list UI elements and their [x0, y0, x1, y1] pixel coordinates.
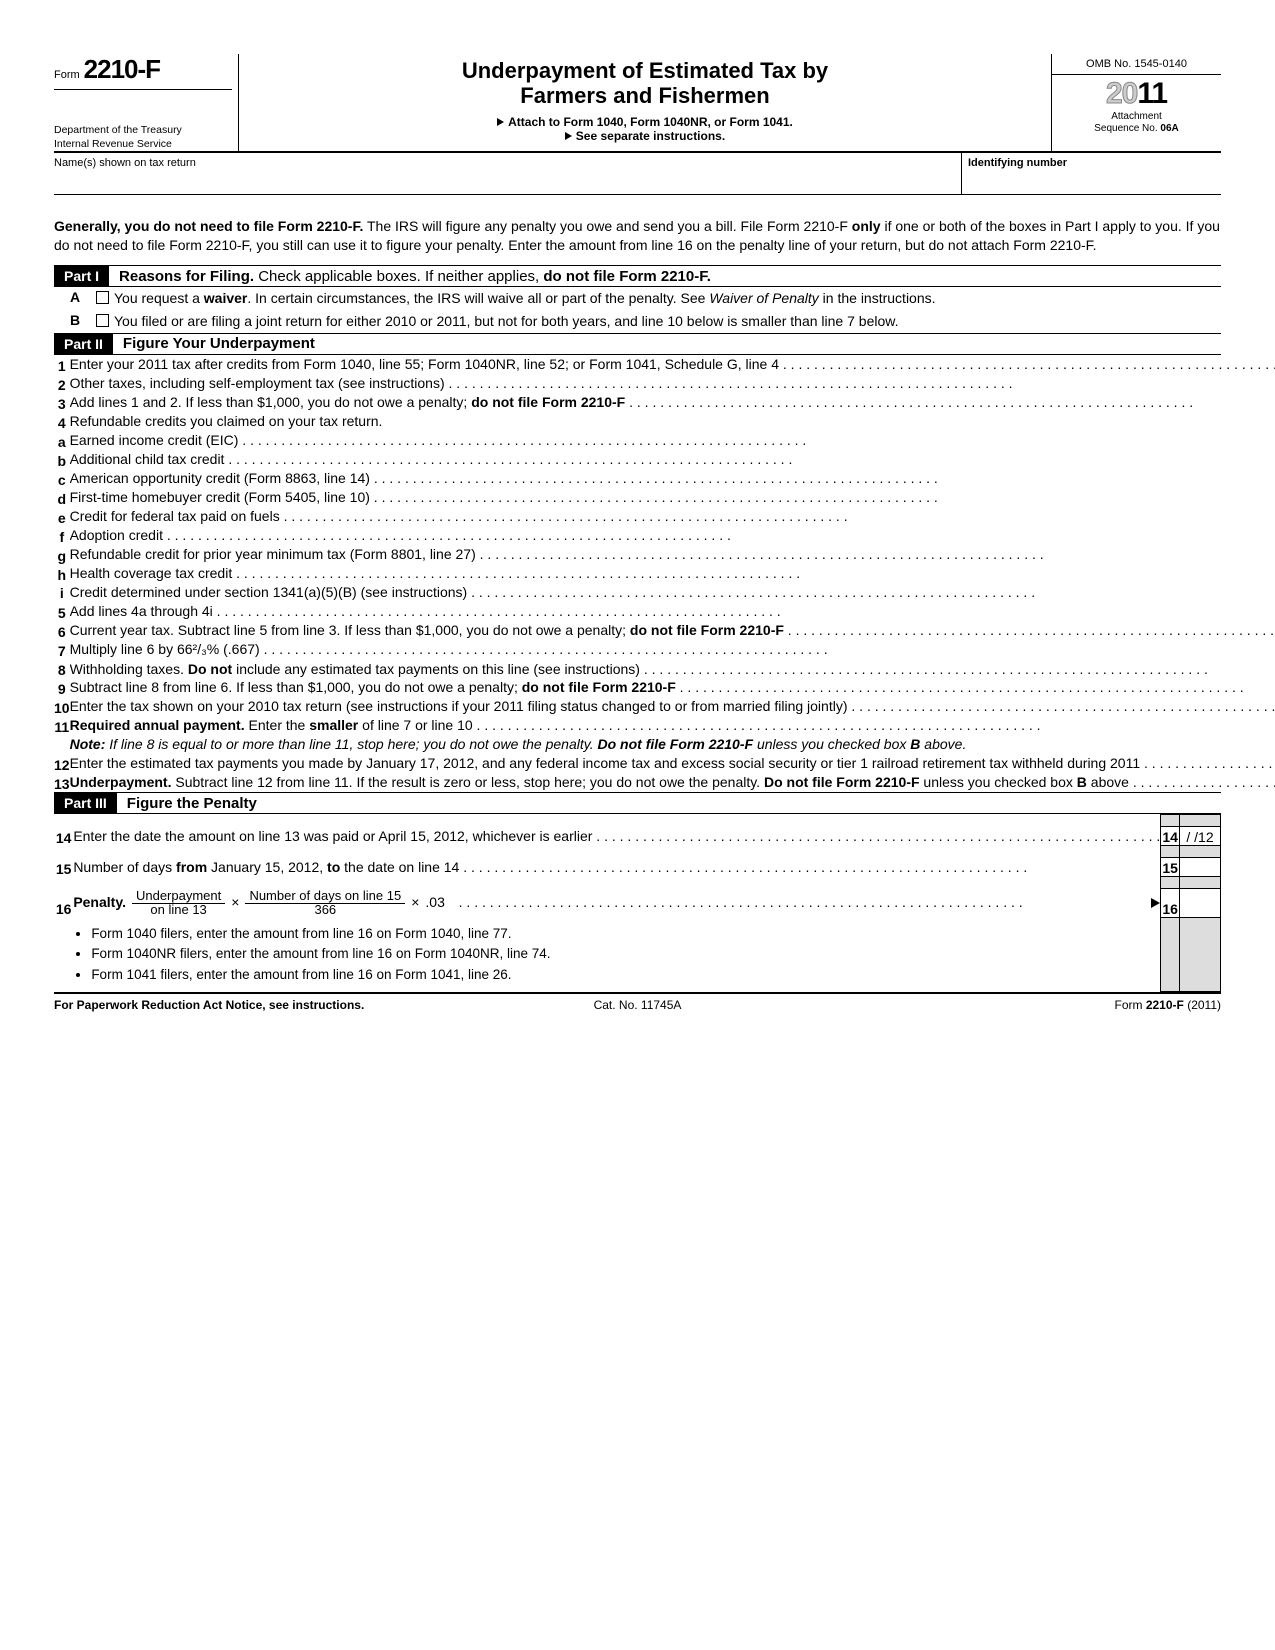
line-15: 15Number of days from January 15, 2012, … — [54, 858, 1221, 877]
line-4f: fAdoption credit4f — [54, 526, 1275, 545]
title-block: Underpayment of Estimated Tax by Farmers… — [239, 54, 1051, 151]
footer-right: Form 2210-F (2011) — [832, 998, 1221, 1012]
part1-label: Part I — [54, 266, 109, 286]
line-13: 13Underpayment. Subtract line 12 from li… — [54, 773, 1275, 792]
line-A: A You request a waiver. In certain circu… — [54, 287, 1221, 310]
bullet-1040nr: Form 1040NR filers, enter the amount fro… — [91, 945, 1160, 963]
omb-block: OMB No. 1545-0140 2011 Attachment Sequen… — [1051, 54, 1221, 151]
checkbox-B[interactable] — [96, 314, 109, 327]
arrow-icon — [1151, 898, 1160, 908]
line-6: 6Current year tax. Subtract line 5 from … — [54, 621, 1275, 640]
form-header: Form 2210-F Department of the Treasury I… — [54, 54, 1221, 153]
dept-line1: Department of the Treasury — [54, 124, 182, 136]
line-9: 9Subtract line 8 from line 6. If less th… — [54, 678, 1275, 697]
line-8: 8Withholding taxes. Do not include any e… — [54, 659, 1275, 678]
line-4a: aEarned income credit (EIC)4a — [54, 431, 1275, 450]
line-4c: cAmerican opportunity credit (Form 8863,… — [54, 469, 1275, 488]
line-4g: gRefundable credit for prior year minimu… — [54, 545, 1275, 564]
line-12: 12Enter the estimated tax payments you m… — [54, 754, 1275, 773]
text-A: You request a waiver. In certain circums… — [114, 287, 1221, 310]
form-id-block: Form 2210-F Department of the Treasury I… — [54, 54, 239, 151]
line-2: 2 Other taxes, including self-employment… — [54, 374, 1275, 393]
form-title-1: Underpayment of Estimated Tax by — [249, 58, 1041, 83]
line-4h: hHealth coverage tax credit4h — [54, 564, 1275, 583]
line-3: 3 Add lines 1 and 2. If less than $1,000… — [54, 393, 1275, 412]
id-field[interactable]: Identifying number — [961, 153, 1221, 194]
triangle-icon — [497, 118, 504, 126]
bullets-row: Form 1040 filers, enter the amount from … — [54, 917, 1221, 992]
line-5: 5Add lines 4a through 4i 5 — [54, 601, 1275, 620]
form-number: 2210-F — [84, 54, 160, 85]
attach-line: Attach to Form 1040, Form 1040NR, or For… — [249, 115, 1041, 129]
footer-left: For Paperwork Reduction Act Notice, see … — [54, 998, 443, 1012]
line-4b: bAdditional child tax credit4b — [54, 450, 1275, 469]
part3-title: Figure the Penalty — [117, 795, 257, 812]
bullet-1040: Form 1040 filers, enter the amount from … — [91, 925, 1160, 943]
line-7: 7Multiply line 6 by 66²/₃% (.667) 7 — [54, 640, 1275, 659]
part3-bar: Part III Figure the Penalty — [54, 792, 1221, 814]
line-14: 14Enter the date the amount on line 13 w… — [54, 827, 1221, 846]
form-word: Form — [54, 69, 80, 81]
intro-text: Generally, you do not need to file Form … — [54, 217, 1221, 255]
part2-title: Figure Your Underpayment — [113, 335, 315, 352]
bullet-1041: Form 1041 filers, enter the amount from … — [91, 966, 1160, 984]
sequence: Attachment Sequence No. 06A — [1052, 111, 1221, 137]
val-16[interactable] — [1180, 889, 1221, 918]
line-B: B You filed or are filing a joint return… — [54, 310, 1221, 333]
line-4: 4 Refundable credits you claimed on your… — [54, 412, 1275, 431]
tax-year: 2011 — [1052, 75, 1221, 111]
label-B: B — [54, 310, 96, 328]
line-1: 1 Enter your 2011 tax after credits from… — [54, 355, 1275, 374]
part1-title: Reasons for Filing. Check applicable box… — [109, 268, 711, 285]
filer-bullets: Form 1040 filers, enter the amount from … — [73, 917, 1160, 992]
name-id-row: Name(s) shown on tax return Identifying … — [54, 153, 1221, 195]
val-14[interactable]: / /12 — [1180, 827, 1221, 846]
calc-table: 1 Enter your 2011 tax after credits from… — [54, 355, 1275, 792]
part2-label: Part II — [54, 334, 113, 354]
label-A: A — [54, 287, 96, 305]
see-instr: See separate instructions. — [249, 129, 1041, 143]
part2-bar: Part II Figure Your Underpayment — [54, 333, 1221, 355]
checkbox-A[interactable] — [96, 291, 109, 304]
fraction-1: Underpaymenton line 13 — [126, 889, 231, 918]
line-note: Note: If line 8 is equal to or more than… — [54, 735, 1275, 754]
footer-center: Cat. No. 11745A — [443, 998, 832, 1012]
line-11: 11Required annual payment. Enter the sma… — [54, 716, 1275, 735]
text-B: You filed or are filing a joint return f… — [114, 310, 1221, 333]
dept-line2: Internal Revenue Service — [54, 138, 172, 150]
name-field[interactable]: Name(s) shown on tax return — [54, 153, 961, 194]
line-4d: dFirst-time homebuyer credit (Form 5405,… — [54, 488, 1275, 507]
part3-label: Part III — [54, 793, 117, 813]
val-15[interactable] — [1180, 858, 1221, 877]
line-10: 10Enter the tax shown on your 2010 tax r… — [54, 697, 1275, 716]
penalty-table: 14Enter the date the amount on line 13 w… — [54, 814, 1221, 992]
part1-bar: Part I Reasons for Filing. Check applica… — [54, 265, 1221, 287]
omb-number: OMB No. 1545-0140 — [1052, 54, 1221, 75]
line-16: 16 Penalty. Underpaymenton line 13 × Num… — [54, 889, 1221, 918]
fraction-2: Number of days on line 15366 — [239, 889, 411, 918]
line-4i: iCredit determined under section 1341(a)… — [54, 583, 1275, 602]
form-title-2: Farmers and Fishermen — [249, 83, 1041, 108]
footer: For Paperwork Reduction Act Notice, see … — [54, 992, 1221, 1012]
triangle-icon — [565, 132, 572, 140]
department: Department of the Treasury Internal Reve… — [54, 124, 232, 151]
line-4e: eCredit for federal tax paid on fuels4e — [54, 507, 1275, 526]
